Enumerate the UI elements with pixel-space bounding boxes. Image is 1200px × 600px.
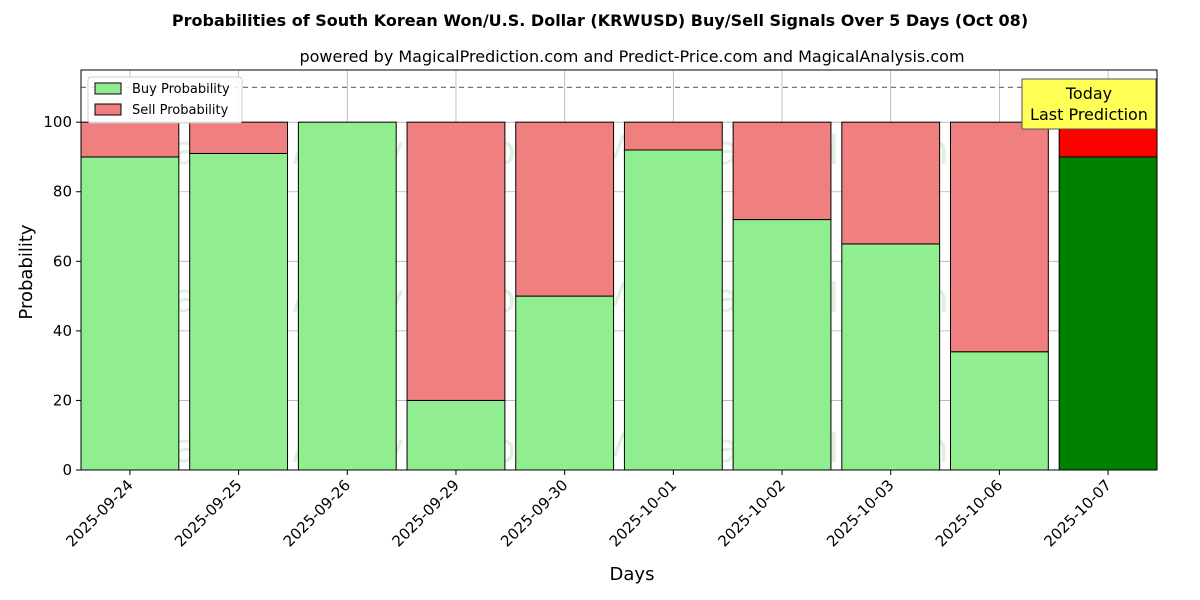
y-tick-label: 0 [62, 461, 72, 479]
buy-bar [406, 399, 506, 471]
y-tick-label: 60 [53, 252, 72, 270]
x-tick-label: 2025-09-25 [171, 476, 245, 550]
x-axis-label: Days [610, 564, 655, 585]
x-axis-ticks: 2025-09-24 2025-09-25 2025-09-26 2025-09-29… [62, 470, 1115, 550]
x-tick-label: 2025-10-03 [823, 476, 897, 550]
legend-label-sell: Sell Probability [132, 103, 229, 118]
buy-bar [189, 152, 289, 471]
sell-bar [80, 121, 180, 158]
sell-bar [406, 121, 506, 401]
y-tick-label: 20 [53, 391, 72, 409]
sell-bar [732, 121, 832, 221]
legend-swatch-sell [94, 103, 122, 116]
buy-bar [949, 351, 1049, 471]
y-axis-ticks: 0 20 40 60 80 100 [43, 113, 81, 479]
annotation-line-1: Today [1065, 84, 1112, 103]
legend-label-buy: Buy Probability [132, 82, 230, 97]
sell-bar [515, 121, 615, 297]
legend-swatch-buy [94, 82, 122, 95]
y-tick-label: 100 [43, 113, 72, 131]
plot-frame [80, 69, 1158, 471]
legend-box [87, 76, 243, 124]
annotation-box [1021, 78, 1157, 130]
chart-subtitle: powered by MagicalPrediction.com and Pre… [299, 47, 964, 66]
bar-layer [80, 121, 1158, 471]
buy-bar [80, 156, 180, 471]
x-tick-label: 2025-09-29 [388, 476, 462, 550]
buy-bar [297, 121, 397, 471]
sell-bar [841, 121, 941, 245]
sell-bar [623, 121, 723, 151]
y-tick-label: 80 [53, 183, 72, 201]
chart-title: Probabilities of South Korean Won/U.S. D… [172, 11, 1028, 30]
x-tick-label: 2025-10-02 [714, 476, 788, 550]
x-tick-label: 2025-09-26 [280, 476, 354, 550]
sell-bar [189, 121, 289, 154]
x-tick-label: 2025-10-01 [606, 476, 680, 550]
annotation-line-2: Last Prediction [1030, 105, 1148, 124]
x-tick-label: 2025-09-30 [497, 476, 571, 550]
x-tick-label: 2025-10-06 [932, 476, 1006, 550]
sell-bar [949, 121, 1049, 353]
legend: Buy Probability Sell Probability [87, 76, 243, 124]
x-tick-label: 2025-09-24 [62, 476, 136, 550]
x-tick-label: 2025-10-07 [1041, 476, 1115, 550]
y-axis-label: Probability [16, 224, 37, 319]
buy-bar [515, 295, 615, 471]
y-tick-label: 40 [53, 322, 72, 340]
buy-bar [1058, 156, 1158, 471]
buy-bar [623, 149, 723, 471]
buy-bar [732, 219, 832, 471]
today-annotation: Today Last Prediction [1021, 78, 1157, 130]
buy-bar [841, 243, 941, 471]
